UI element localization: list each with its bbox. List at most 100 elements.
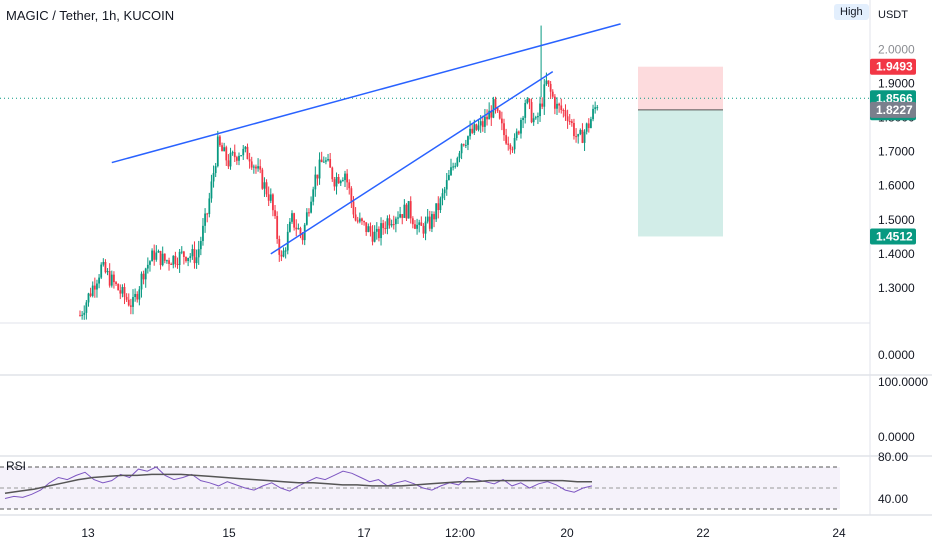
price-tick-label: 1.9000 (878, 77, 915, 91)
candle-body (592, 108, 594, 120)
candle-body (392, 224, 395, 226)
candle-body (322, 161, 325, 163)
candle-body (318, 159, 321, 179)
candle-body (195, 257, 198, 264)
candle-body (214, 166, 217, 174)
candle-body (238, 155, 240, 161)
candle-body (579, 129, 582, 135)
candle-body (365, 222, 368, 233)
price-tag (870, 101, 916, 118)
candle-body (91, 285, 94, 296)
candle-body (272, 194, 274, 211)
price-tag-label: 1.8566 (876, 91, 913, 105)
candle-body (252, 166, 255, 168)
candle-body (558, 103, 561, 106)
candle-body (166, 260, 168, 262)
candle-body (403, 204, 406, 218)
candle-body (110, 274, 113, 286)
price-tick-label: 1.6000 (878, 179, 915, 193)
candle-body (189, 256, 192, 258)
high-toggle-button[interactable]: High (834, 4, 869, 20)
candle-body (293, 213, 296, 228)
candle-body (500, 118, 503, 124)
candle-body (452, 166, 455, 168)
price-tag-label: 1.4512 (876, 229, 913, 243)
candle-body (144, 268, 147, 280)
candle-body (240, 155, 243, 157)
candle-body (85, 302, 88, 313)
candle-body (193, 249, 196, 264)
candle-body (346, 173, 349, 183)
candle-body (206, 213, 209, 215)
candle-body (265, 182, 268, 195)
stop-loss-zone[interactable] (638, 66, 723, 110)
price-tag-label: 1.8227 (876, 103, 913, 117)
candle-body (587, 123, 590, 128)
candle-body (127, 299, 130, 306)
time-tick-label: 17 (357, 526, 371, 540)
candle-body (331, 167, 334, 180)
time-tick-label: 24 (832, 526, 846, 540)
candle-body (505, 135, 508, 144)
price-tick-label: 1.3000 (878, 281, 915, 295)
candle-body (375, 228, 378, 232)
candle-body (197, 249, 200, 258)
candle-body (369, 226, 372, 232)
candle-body (498, 111, 501, 119)
candle-body (325, 160, 327, 162)
take-profit-zone[interactable] (638, 109, 723, 237)
candle-body (291, 213, 293, 222)
candle-body (488, 110, 491, 120)
candle-body (384, 228, 387, 230)
chart-title: MAGIC / Tether, 1h, KUCOIN (6, 8, 175, 23)
candle-body (187, 257, 190, 262)
candle-body (522, 117, 524, 120)
candle-body (494, 99, 497, 108)
time-tick-label: 22 (696, 526, 710, 540)
trendlines-group[interactable] (111, 23, 621, 255)
candle-body (420, 222, 423, 226)
candle-body (134, 293, 137, 298)
candle-body (138, 289, 141, 300)
candle-body (170, 263, 173, 265)
candle-body (136, 293, 139, 300)
candle-body (344, 173, 346, 181)
candle-body (132, 297, 134, 307)
price-tick-label: 1.4000 (878, 247, 915, 261)
candle-body (380, 223, 382, 239)
candle-body (545, 80, 548, 85)
candle-body (163, 253, 166, 261)
candle-body (390, 224, 393, 226)
candle-body (590, 119, 592, 128)
candle-body (549, 83, 552, 92)
candle-body (556, 103, 558, 109)
candle-body (115, 282, 117, 285)
candle-body (515, 131, 518, 139)
candle-body (361, 218, 363, 222)
candle-body (373, 231, 376, 242)
candle-body (276, 216, 279, 239)
candle-body (462, 144, 465, 146)
candle-body (233, 152, 236, 158)
candle-body (534, 117, 537, 119)
candle-body (547, 80, 550, 84)
candle-body (581, 129, 584, 143)
candle-body (492, 99, 495, 118)
candle-body (407, 201, 410, 219)
candle-body (543, 84, 546, 107)
candle-body (469, 128, 471, 137)
price-tag-label: 1.9493 (876, 60, 913, 74)
candle-body (227, 160, 230, 167)
candle-body (191, 249, 194, 257)
candle-body (520, 119, 522, 134)
time-tick-label: 13 (81, 526, 95, 540)
candle-body (585, 123, 588, 132)
candle-body (274, 210, 276, 217)
candle-body (411, 218, 414, 225)
candle-body (503, 123, 505, 136)
candle-body (562, 109, 565, 111)
candle-body (235, 157, 238, 161)
candle-body (358, 218, 361, 222)
candle-body (123, 287, 126, 297)
